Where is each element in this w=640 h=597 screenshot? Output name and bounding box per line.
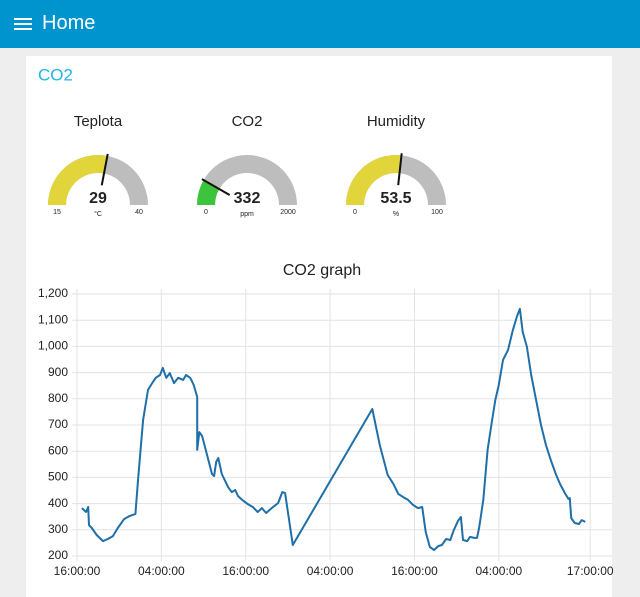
y-tick-label: 200: [48, 548, 68, 562]
y-tick-label: 800: [48, 391, 68, 405]
y-tick-label: 1,000: [38, 339, 68, 353]
x-tick-label: 04:00:00: [307, 564, 354, 578]
y-tick-label: 900: [48, 365, 68, 379]
page-title: Home: [42, 12, 96, 34]
menu-button[interactable]: [12, 0, 42, 48]
x-tick-label: 16:00:00: [54, 564, 101, 578]
gauge-value: 53.5: [380, 190, 411, 207]
gauge-min: 15: [53, 209, 61, 216]
gauge-title: CO2: [232, 113, 263, 130]
x-tick-label: 16:00:00: [391, 564, 438, 578]
y-tick-label: 300: [48, 522, 68, 536]
y-tick-label: 600: [48, 443, 68, 457]
gauge-max: 40: [135, 209, 143, 216]
y-tick-label: 1,200: [38, 286, 68, 300]
gauge-unit: ppm: [240, 211, 254, 218]
gauge-value-arc: [48, 155, 108, 205]
gauge-value: 29: [89, 190, 107, 207]
menu-icon: [14, 23, 32, 25]
y-tick-label: 500: [48, 470, 68, 484]
y-tick-label: 700: [48, 417, 68, 431]
gauge-min: 0: [204, 209, 208, 216]
menu-icon: [14, 28, 32, 30]
gauge-needle: [100, 153, 109, 186]
gauge-value-arc: [346, 155, 402, 205]
gauge-unit: %: [393, 211, 399, 218]
gauge-needle: [397, 153, 403, 186]
x-tick-label: 17:00:00: [567, 564, 614, 578]
gauge-max: 2000: [280, 209, 296, 216]
gauge-title: Humidity: [367, 113, 426, 130]
group-title: CO2: [38, 65, 73, 84]
data-line: [81, 307, 586, 551]
gauge-title: Teplota: [74, 113, 123, 130]
gauge-value: 332: [234, 190, 261, 207]
x-tick-label: 04:00:00: [475, 564, 522, 578]
gauge-unit: °C: [94, 210, 102, 218]
y-tick-label: 1,100: [38, 312, 68, 326]
menu-icon: [14, 18, 32, 20]
toolbar: Home: [0, 0, 640, 48]
gauge-max: 100: [431, 209, 443, 216]
chart-title: CO2 graph: [283, 262, 361, 279]
gauge-needle: [201, 178, 231, 196]
y-tick-label: 400: [48, 496, 68, 510]
gauge-min: 0: [353, 209, 357, 216]
x-tick-label: 16:00:00: [222, 564, 269, 578]
gauge-track: [197, 155, 297, 205]
x-tick-label: 04:00:00: [138, 564, 185, 578]
